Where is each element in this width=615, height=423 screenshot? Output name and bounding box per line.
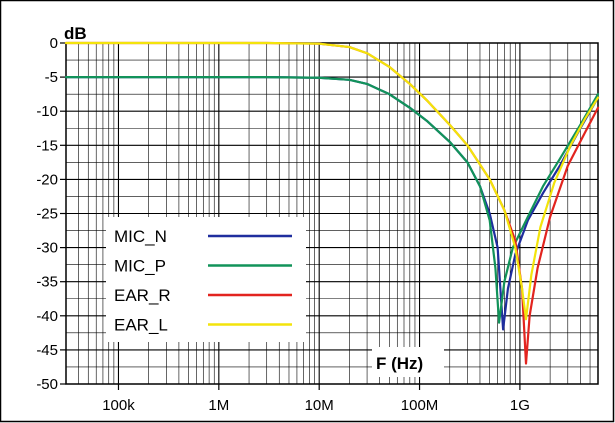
legend-label-ear-r: EAR_R (114, 286, 171, 305)
y-tick-label: -5 (45, 69, 58, 86)
series (64, 41, 600, 365)
y-tick-label: 0 (50, 35, 58, 52)
legend-label-ear-l: EAR_L (114, 316, 168, 335)
x-axis-label: F (Hz) (376, 354, 423, 373)
y-tick-label: -40 (36, 308, 58, 325)
legend: MIC_N MIC_P EAR_R EAR_L (106, 217, 306, 342)
y-tick-label: -10 (36, 103, 58, 120)
legend-label-mic-n: MIC_N (114, 227, 167, 246)
legend-label-mic-p: MIC_P (114, 257, 166, 276)
series-line-mic-p (64, 75, 600, 324)
y-tick-label: -20 (36, 171, 58, 188)
x-tick-label: 1G (510, 397, 530, 414)
y-tick-label: -45 (36, 342, 58, 359)
y-axis-label: dB (64, 24, 87, 43)
x-axis-label-box (372, 347, 444, 377)
y-tick-label: -50 (36, 376, 58, 393)
legend-box (106, 217, 306, 342)
x-tick-label: 100M (401, 397, 439, 414)
series-line-ear-l (64, 41, 600, 321)
x-tick-label: 100k (102, 397, 135, 414)
y-tick-label: -25 (36, 206, 58, 223)
y-tick-label: -35 (36, 274, 58, 291)
y-axis: 0 -5 -10 -15 -20 -25 -30 -35 -40 -45 -50 (36, 35, 66, 393)
y-tick-label: -30 (36, 240, 58, 257)
x-tick-label: 1M (208, 397, 229, 414)
y-tick-label: -15 (36, 137, 58, 154)
x-tick-label: 10M (305, 397, 334, 414)
x-axis: 100k 1M 10M 100M 1G (102, 384, 530, 414)
